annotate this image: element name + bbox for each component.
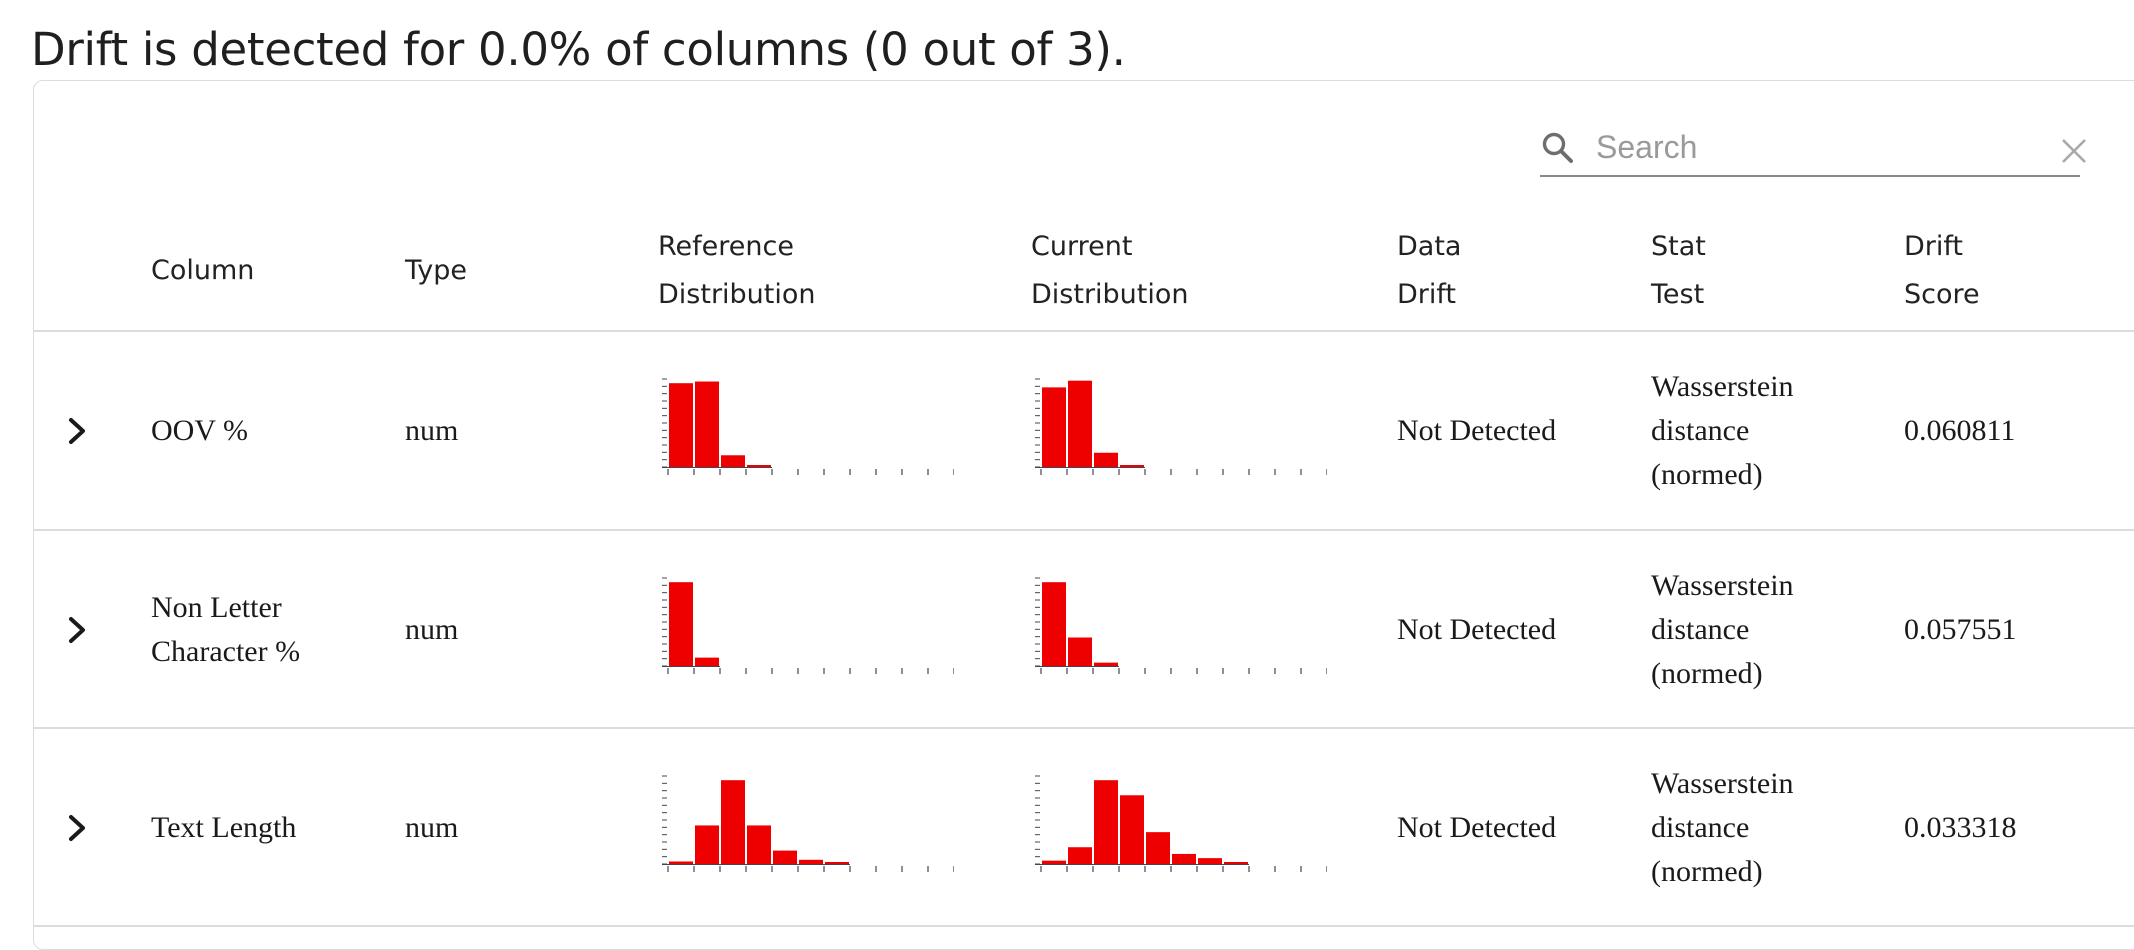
- column-name-line: Non Letter: [151, 591, 282, 624]
- column-name-line: OOV %: [151, 414, 248, 447]
- table-row: Non Letter Character % num Not Detected …: [34, 531, 2134, 729]
- histogram-bar: [1094, 662, 1118, 666]
- header-current-line-1: Current: [1031, 231, 1133, 262]
- row-divider: [34, 529, 2134, 531]
- histogram-bar: [1094, 780, 1118, 864]
- header-column-line: Column: [151, 255, 255, 286]
- histogram-bar: [1120, 795, 1144, 864]
- chevron-right-icon[interactable]: [64, 811, 90, 845]
- stat-test-line: distance: [1651, 613, 1750, 646]
- row-divider: [34, 727, 2134, 729]
- table-row: Text Length num Not Detected Wasserstein…: [34, 729, 2134, 927]
- column-type: num: [405, 414, 459, 447]
- histogram-bar: [669, 861, 693, 864]
- histogram-bar: [1172, 853, 1196, 864]
- stat-test: Wasserstein distance (normed): [1651, 365, 1794, 497]
- search-icon: [1542, 132, 1573, 163]
- stat-test: Wasserstein distance (normed): [1651, 762, 1794, 894]
- histogram-bar: [721, 455, 745, 467]
- column-name-line: Character %: [151, 635, 301, 668]
- header-reference-line-2: Distribution: [658, 279, 816, 310]
- drift-table-card: Column Type Reference Distribution Curre…: [33, 80, 2134, 950]
- header-data-drift[interactable]: Data Drift: [1397, 223, 1461, 319]
- histogram-bar: [1042, 387, 1066, 467]
- header-stat-line-1: Stat: [1651, 231, 1706, 262]
- histogram-bar: [695, 825, 719, 864]
- histogram-bar: [1068, 637, 1092, 666]
- header-stat-test[interactable]: Stat Test: [1651, 223, 1706, 319]
- current-distribution-chart: [1035, 775, 1327, 872]
- header-drift-score[interactable]: Drift Score: [1904, 223, 1980, 319]
- column-type: num: [405, 811, 459, 844]
- current-distribution-chart: [1035, 378, 1327, 475]
- histogram-bar: [1120, 465, 1144, 467]
- column-name-line: Text Length: [151, 811, 297, 844]
- stat-test-line: Wasserstein: [1651, 569, 1794, 602]
- stat-test: Wasserstein distance (normed): [1651, 564, 1794, 696]
- reference-distribution-chart: [662, 775, 954, 872]
- drift-status: Not Detected: [1397, 613, 1557, 646]
- current-distribution-chart: [1035, 577, 1327, 674]
- header-score-line-2: Score: [1904, 279, 1980, 310]
- histogram-bar: [1042, 582, 1066, 666]
- histogram-bar: [1198, 858, 1222, 864]
- header-drift-line-1: Data: [1397, 231, 1462, 262]
- reference-distribution-chart: [662, 577, 954, 674]
- header-type-line: Type: [405, 255, 468, 286]
- header-column[interactable]: Column: [151, 247, 254, 295]
- drift-score: 0.057551: [1904, 613, 2017, 646]
- drift-status: Not Detected: [1397, 811, 1557, 844]
- column-name: OOV %: [151, 409, 248, 453]
- stat-test-line: (normed): [1651, 657, 1763, 690]
- histogram-bar: [669, 582, 693, 666]
- header-score-line-1: Drift: [1904, 231, 1964, 262]
- histogram-bar: [669, 383, 693, 467]
- header-divider: [34, 330, 2134, 332]
- header-reference-distribution: Reference Distribution: [658, 223, 816, 319]
- histogram-bar: [747, 465, 771, 467]
- chevron-right-icon[interactable]: [64, 414, 90, 448]
- histogram-bar: [799, 859, 823, 864]
- stat-test-line: Wasserstein: [1651, 370, 1794, 403]
- drift-score: 0.060811: [1904, 414, 2016, 447]
- column-type: num: [405, 613, 459, 646]
- header-reference-line-1: Reference: [658, 231, 794, 262]
- header-drift-line-2: Drift: [1397, 279, 1457, 310]
- stat-test-line: (normed): [1651, 855, 1763, 888]
- histogram-bar: [695, 657, 719, 666]
- histogram-bar: [721, 780, 745, 864]
- row-divider: [34, 925, 2134, 927]
- search-box[interactable]: [1540, 119, 2086, 177]
- header-type[interactable]: Type: [405, 247, 467, 295]
- stat-test-line: distance: [1651, 414, 1750, 447]
- histogram-bar: [1224, 862, 1248, 864]
- chevron-right-icon[interactable]: [64, 613, 90, 647]
- histogram-bar: [1146, 832, 1170, 864]
- histogram-bar: [825, 862, 849, 864]
- search-input[interactable]: [1596, 125, 2016, 169]
- histogram-bar: [1094, 452, 1118, 467]
- histogram-bar: [1068, 380, 1092, 467]
- histogram-bar: [773, 850, 797, 864]
- stat-test-line: (normed): [1651, 458, 1763, 491]
- reference-distribution-chart: [662, 378, 954, 475]
- drift-summary-title: Drift is detected for 0.0% of columns (0…: [31, 23, 1126, 76]
- close-icon[interactable]: [2060, 137, 2088, 165]
- header-current-line-2: Distribution: [1031, 279, 1189, 310]
- histogram-bar: [747, 825, 771, 864]
- histogram-bar: [1042, 860, 1066, 864]
- header-stat-line-2: Test: [1651, 279, 1705, 310]
- column-name: Text Length: [151, 806, 296, 850]
- stat-test-line: Wasserstein: [1651, 767, 1794, 800]
- stat-test-line: distance: [1651, 811, 1750, 844]
- drift-score: 0.033318: [1904, 811, 2017, 844]
- header-current-distribution: Current Distribution: [1031, 223, 1189, 319]
- histogram-bar: [695, 381, 719, 467]
- table-row: OOV % num Not Detected Wasserstein dista…: [34, 332, 2134, 530]
- histogram-bar: [1068, 847, 1092, 864]
- column-name: Non Letter Character %: [151, 586, 300, 674]
- drift-status: Not Detected: [1397, 414, 1557, 447]
